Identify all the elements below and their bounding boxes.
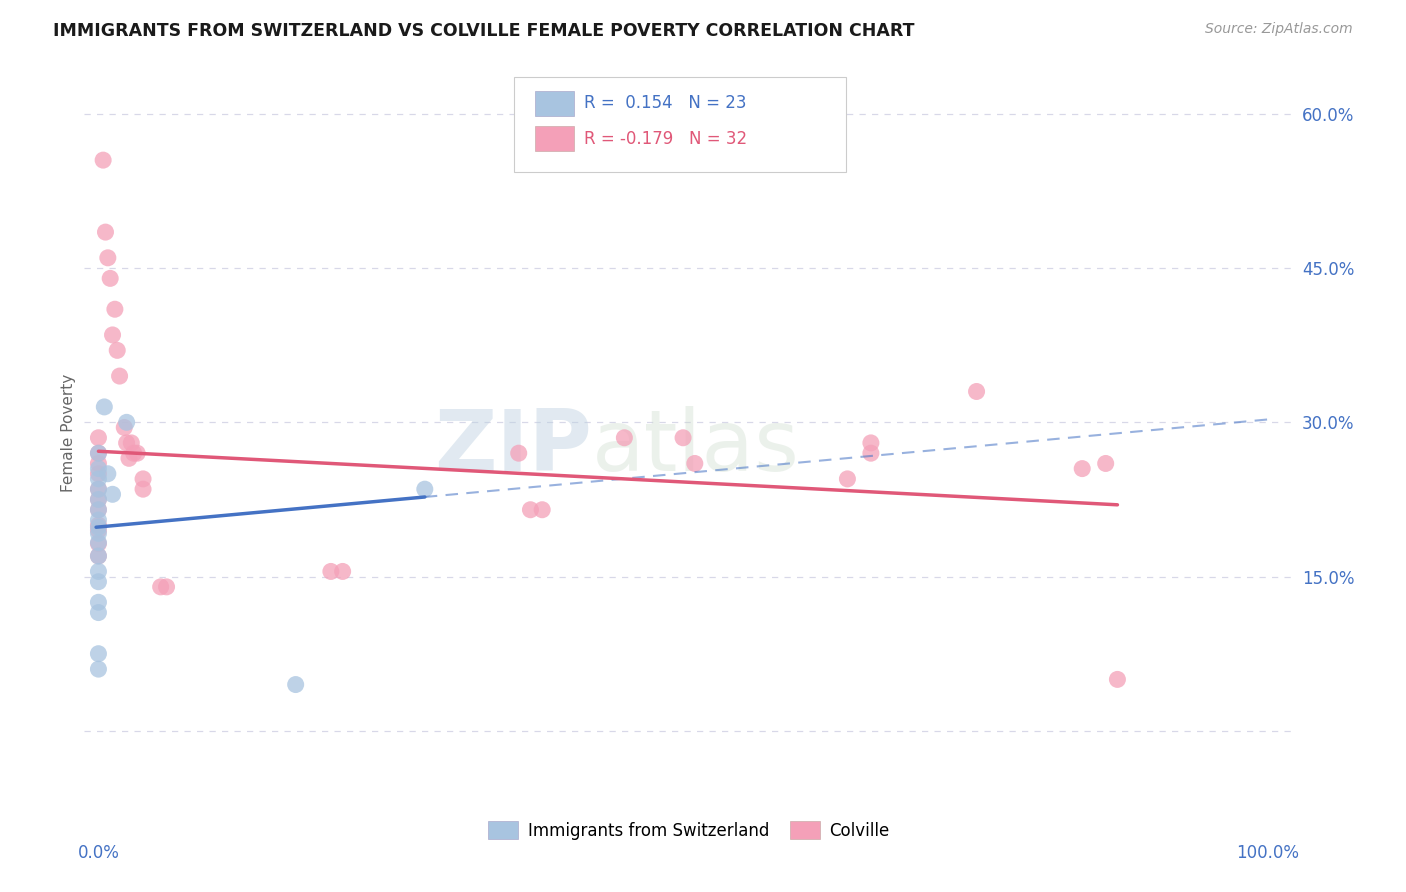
Point [101,327,124,342]
Point [508,446,530,460]
Point [115,415,138,429]
Point [319,565,342,579]
Point [87,565,110,579]
Point [87,549,110,563]
Text: 100.0%: 100.0% [1236,844,1299,862]
Point [87,482,110,496]
Point [127,446,149,460]
Point [149,580,172,594]
Text: ZIP: ZIP [434,406,592,489]
Point [87,606,110,620]
Text: 0.0%: 0.0% [79,844,120,862]
Text: atlas: atlas [592,406,800,489]
Point [87,520,110,534]
Point [105,343,128,358]
Text: Source: ZipAtlas.com: Source: ZipAtlas.com [1205,22,1353,37]
Point [87,502,110,516]
Point [87,595,110,609]
Point [87,446,110,460]
Point [87,526,110,541]
Point [87,549,110,563]
Point [104,302,127,317]
Point [122,446,145,460]
Point [683,457,706,471]
Point [87,482,110,496]
Point [87,467,110,481]
Point [87,461,110,475]
Point [87,524,110,538]
Point [97,467,120,481]
Point [859,446,882,460]
Point [859,436,882,450]
Point [97,251,120,265]
Point [531,502,554,516]
Point [118,451,141,466]
Point [108,369,131,384]
Point [112,420,135,434]
Point [413,482,436,496]
Point [966,384,988,399]
Text: R =  0.154   N = 23: R = 0.154 N = 23 [583,94,747,112]
Point [87,662,110,676]
Point [87,535,110,549]
Point [94,225,117,239]
Point [87,457,110,471]
FancyBboxPatch shape [536,126,574,152]
Point [115,436,138,450]
Point [155,580,177,594]
FancyBboxPatch shape [513,78,846,172]
Point [87,647,110,661]
Point [132,472,155,486]
Point [284,677,307,691]
Point [87,513,110,527]
Point [87,492,110,507]
Legend: Immigrants from Switzerland, Colville: Immigrants from Switzerland, Colville [481,814,897,847]
Point [132,482,155,496]
Point [87,492,110,507]
Point [1094,457,1116,471]
Point [837,472,859,486]
Point [332,565,354,579]
Point [87,472,110,486]
Point [87,502,110,516]
Point [101,487,124,501]
Point [87,574,110,589]
Point [87,518,110,533]
Text: R = -0.179   N = 32: R = -0.179 N = 32 [583,129,747,148]
Point [1107,673,1129,687]
Point [613,431,636,445]
Point [87,431,110,445]
Point [519,502,541,516]
Point [672,431,695,445]
Y-axis label: Female Poverty: Female Poverty [60,374,76,491]
FancyBboxPatch shape [536,91,574,116]
Text: IMMIGRANTS FROM SWITZERLAND VS COLVILLE FEMALE POVERTY CORRELATION CHART: IMMIGRANTS FROM SWITZERLAND VS COLVILLE … [53,22,915,40]
Point [87,537,110,551]
Point [93,400,115,414]
Point [120,436,142,450]
Point [98,271,121,285]
Point [87,446,110,460]
Point [91,153,114,168]
Point [1071,461,1094,475]
